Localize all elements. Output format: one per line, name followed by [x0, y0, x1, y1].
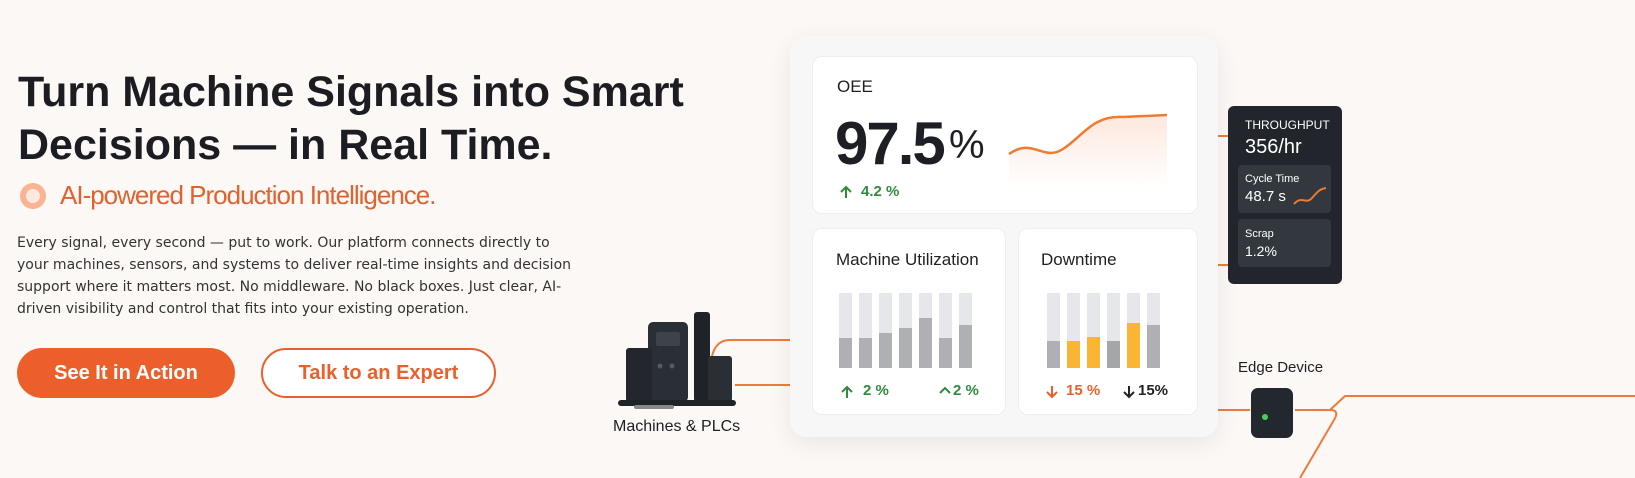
utilization-title: Machine Utilization — [836, 250, 979, 269]
down-arrow — [1123, 386, 1135, 399]
throughput-label: THROUGHPUT — [1245, 118, 1330, 132]
oee-unit: % — [949, 123, 985, 167]
chevron-up — [939, 386, 951, 394]
up-arrow — [840, 185, 852, 198]
machines-icon — [618, 312, 736, 409]
utilization-card: Machine Utilization 2 % 2 % — [812, 228, 1006, 415]
primary-button[interactable]: See It in Action — [17, 348, 235, 398]
spark-icon — [20, 183, 46, 209]
utilization-change: 2 % — [953, 382, 979, 399]
oee-label: OEE — [837, 77, 873, 96]
throughput-panel: THROUGHPUT 356/hr Cycle Time 48.7 s Scra… — [1228, 106, 1342, 284]
oee-card: OEE 97.5 % 4.2 % — [812, 56, 1198, 214]
oee-value: 97.5 — [835, 110, 946, 177]
secondary-button[interactable]: Talk to an Expert — [261, 348, 496, 398]
downtime-change: 15% — [1138, 382, 1169, 399]
cycle-sparkline — [1293, 187, 1327, 205]
cycle-time-label: Cycle Time — [1245, 173, 1300, 185]
downtime-bars — [1047, 293, 1160, 368]
downtime-card: Downtime 15 % 15% — [1018, 228, 1198, 415]
edge-label: Edge Device — [1238, 359, 1324, 376]
hero-body: Every signal, every second — put to work… — [17, 235, 572, 317]
downtime-change: 15 % — [1066, 382, 1101, 399]
oee-sparkline — [1008, 113, 1168, 187]
machines-label: Machines & PLCs — [613, 418, 741, 435]
hero-title: Turn Machine Signals into Smart Decision… — [18, 68, 684, 169]
scrap-label: Scrap — [1245, 228, 1274, 240]
edge-device-icon — [1251, 388, 1293, 438]
cycle-time-box: Cycle Time 48.7 s — [1238, 165, 1331, 213]
down-arrow — [1046, 386, 1058, 399]
tagline: AI-powered Production Intelligence. — [60, 180, 436, 210]
cycle-time-value: 48.7 s — [1245, 188, 1286, 205]
utilization-change: 2 % — [863, 382, 889, 399]
oee-change: 4.2 % — [861, 183, 900, 200]
throughput-value: 356/hr — [1245, 136, 1302, 158]
utilization-bars — [839, 293, 972, 368]
scrap-value: 1.2% — [1245, 243, 1277, 259]
downtime-title: Downtime — [1041, 250, 1117, 269]
up-arrow — [841, 385, 853, 398]
scrap-box: Scrap 1.2% — [1238, 219, 1331, 267]
